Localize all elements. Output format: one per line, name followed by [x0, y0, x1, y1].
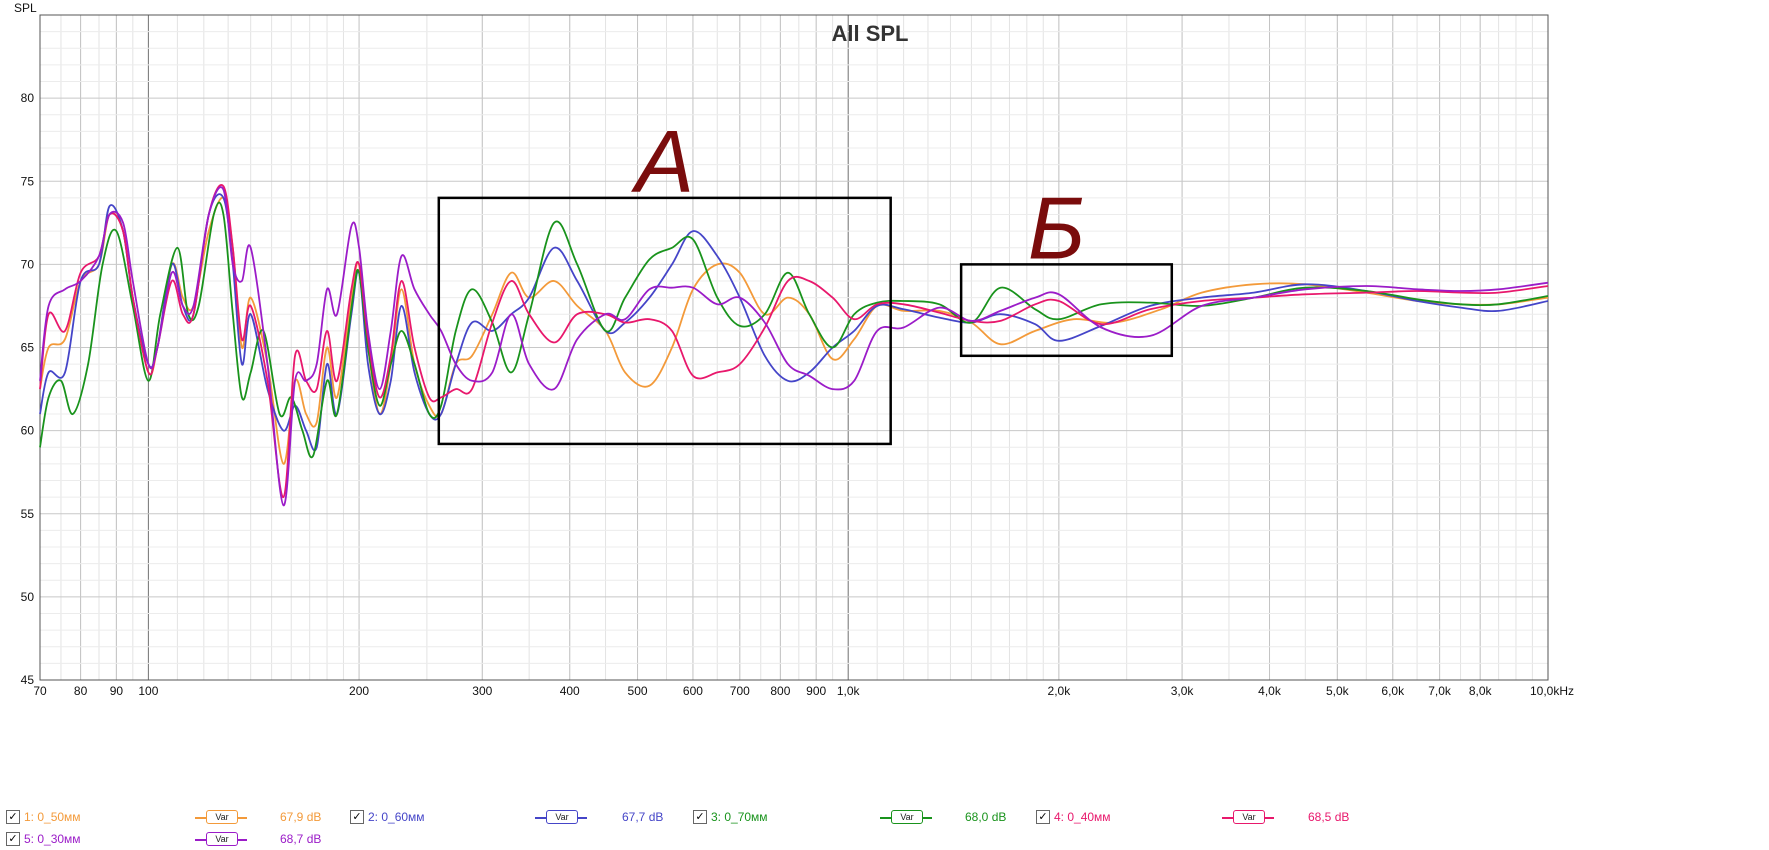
legend-entry-1: ✓ 1: 0_50мм Var 67,9 dB	[6, 810, 340, 828]
plot-frame	[39, 14, 1549, 681]
y-tick-label: 80	[21, 91, 35, 105]
legend-average-level: 68,5 dB	[1308, 810, 1350, 824]
region-label-2: Б	[1028, 178, 1085, 277]
series-line-2	[39, 193, 1549, 452]
legend-var-label: Var	[1233, 810, 1265, 824]
x-tick-label: 400	[560, 684, 580, 698]
legend-var-label: Var	[206, 810, 238, 824]
legend-series-name: 3: 0_70мм	[711, 810, 768, 824]
series-line-3	[39, 201, 1549, 459]
legend-var-swatch[interactable]: Var	[1222, 810, 1274, 824]
x-axis: 70 80 90 100 200 300 400 500 600 700 800 900 1,0k 2,0…	[33, 684, 1574, 698]
x-tick-label: 4,0k	[1258, 684, 1282, 698]
x-tick-label: 90	[110, 684, 124, 698]
x-tick-label: 300	[472, 684, 492, 698]
series-lines	[39, 184, 1549, 507]
series-visibility-checkbox[interactable]: ✓	[350, 810, 364, 824]
x-tick-label: 8,0k	[1469, 684, 1493, 698]
x-tick-label: 700	[730, 684, 750, 698]
highlight-regions: АБ	[437, 112, 1174, 446]
legend-var-label: Var	[546, 810, 578, 824]
x-tick-label: 900	[806, 684, 826, 698]
grid-lines	[39, 14, 1549, 681]
series-line-5	[39, 186, 1549, 507]
series-line-4	[39, 184, 1549, 499]
x-tick-label: 5,0k	[1326, 684, 1350, 698]
series-visibility-checkbox[interactable]: ✓	[693, 810, 707, 824]
legend-var-swatch[interactable]: Var	[880, 810, 932, 824]
legend-entry-2: ✓ 2: 0_60мм Var 67,7 dB	[350, 810, 682, 828]
y-tick-label: 65	[21, 341, 35, 355]
legend-entry-4: ✓ 4: 0_40мм Var 68,5 dB	[1036, 810, 1368, 828]
x-tick-label: 2,0k	[1048, 684, 1072, 698]
legend-entry-5: ✓ 5: 0_30мм Var 68,7 dB	[6, 832, 340, 850]
legend-series-name: 4: 0_40мм	[1054, 810, 1111, 824]
y-tick-label: 75	[21, 174, 35, 188]
region-label-1: А	[630, 112, 694, 211]
legend-var-label: Var	[891, 810, 923, 824]
series-visibility-checkbox[interactable]: ✓	[6, 832, 20, 846]
series-visibility-checkbox[interactable]: ✓	[1036, 810, 1050, 824]
legend-series-name: 1: 0_50мм	[24, 810, 81, 824]
y-tick-label: 55	[21, 507, 35, 521]
legend-series-name: 2: 0_60мм	[368, 810, 425, 824]
legend-var-label: Var	[206, 832, 238, 846]
chart-title: All SPL	[831, 21, 908, 46]
x-tick-label: 500	[628, 684, 648, 698]
x-tick-label: 800	[770, 684, 790, 698]
spl-chart: 45 50 55 60 65 70 75 80 70 80 90 100 200 300 400 500 60…	[14, 1, 1574, 698]
x-tick-label: 3,0k	[1171, 684, 1195, 698]
region-box-1	[437, 196, 892, 446]
y-tick-label: 50	[21, 590, 35, 604]
y-tick-label: 60	[21, 424, 35, 438]
x-tick-label: 80	[74, 684, 88, 698]
y-axis: 45 50 55 60 65 70 75 80	[21, 91, 35, 687]
legend: ✓ 1: 0_50мм Var 67,9 dB ✓ 2: 0_60мм Var 67,7 dB…	[0, 798, 1769, 848]
legend-average-level: 68,7 dB	[280, 832, 322, 846]
legend-average-level: 67,9 dB	[280, 810, 322, 824]
legend-var-swatch[interactable]: Var	[195, 810, 247, 824]
y-tick-label: 70	[21, 257, 35, 271]
legend-series-name: 5: 0_30мм	[24, 832, 81, 846]
x-tick-label: 70	[33, 684, 47, 698]
y-tick-label: 45	[21, 673, 35, 687]
x-tick-label: 1,0k	[837, 684, 861, 698]
x-tick-label: 200	[349, 684, 369, 698]
x-tick-label: 6,0k	[1381, 684, 1405, 698]
series-visibility-checkbox[interactable]: ✓	[6, 810, 20, 824]
x-tick-label: 10,0kHz	[1530, 684, 1574, 698]
legend-average-level: 68,0 dB	[965, 810, 1007, 824]
legend-var-swatch[interactable]: Var	[195, 832, 247, 846]
x-tick-label: 7,0k	[1428, 684, 1452, 698]
legend-entry-3: ✓ 3: 0_70мм Var 68,0 dB	[693, 810, 1025, 828]
legend-var-swatch[interactable]: Var	[535, 810, 587, 824]
y-axis-label: SPL	[14, 1, 37, 15]
x-tick-label: 600	[683, 684, 703, 698]
x-tick-label: 100	[138, 684, 158, 698]
region-box-2	[959, 263, 1174, 358]
legend-average-level: 67,7 dB	[622, 810, 664, 824]
